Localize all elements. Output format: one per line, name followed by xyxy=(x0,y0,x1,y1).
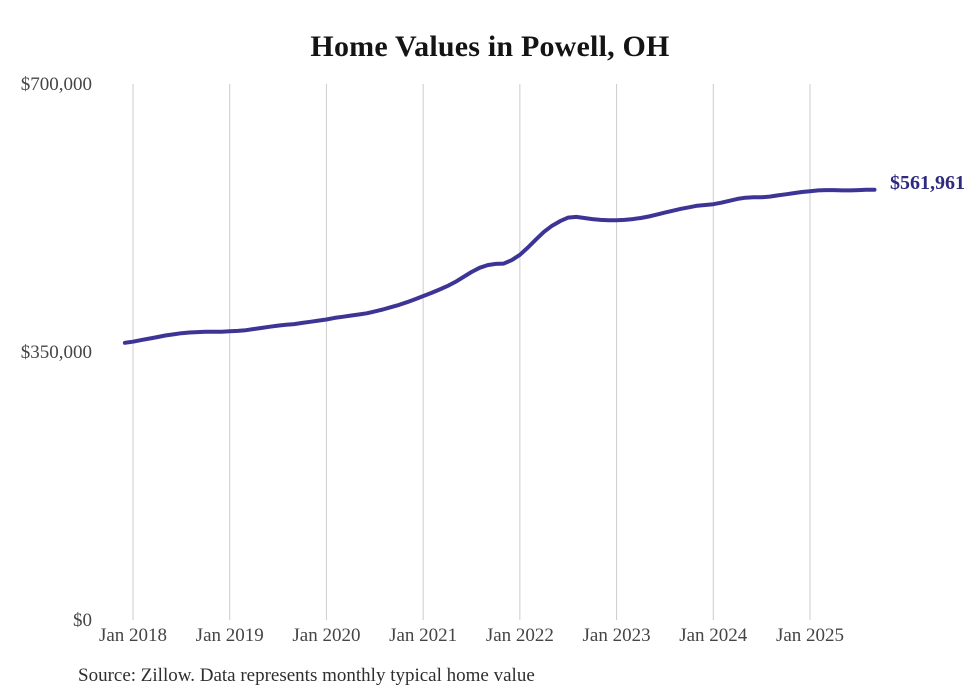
x-tick-label: Jan 2022 xyxy=(486,625,554,646)
x-tick-label: Jan 2024 xyxy=(679,625,748,646)
y-tick-label: $700,000 xyxy=(21,74,92,95)
x-tick-label: Jan 2021 xyxy=(389,625,457,646)
source-note: Source: Zillow. Data represents monthly … xyxy=(78,665,535,686)
latest-value-label: $561,961 xyxy=(890,172,965,194)
x-tick-label: Jan 2023 xyxy=(583,625,651,646)
x-tick-label: Jan 2019 xyxy=(196,625,264,646)
chart-title: Home Values in Powell, OH xyxy=(310,30,670,63)
y-tick-label: $350,000 xyxy=(21,342,92,363)
x-tick-label: Jan 2020 xyxy=(292,625,360,646)
x-tick-label: Jan 2018 xyxy=(99,625,167,646)
x-tick-label: Jan 2025 xyxy=(776,625,844,646)
home-value-line xyxy=(122,187,877,345)
y-tick-label: $0 xyxy=(73,610,92,631)
